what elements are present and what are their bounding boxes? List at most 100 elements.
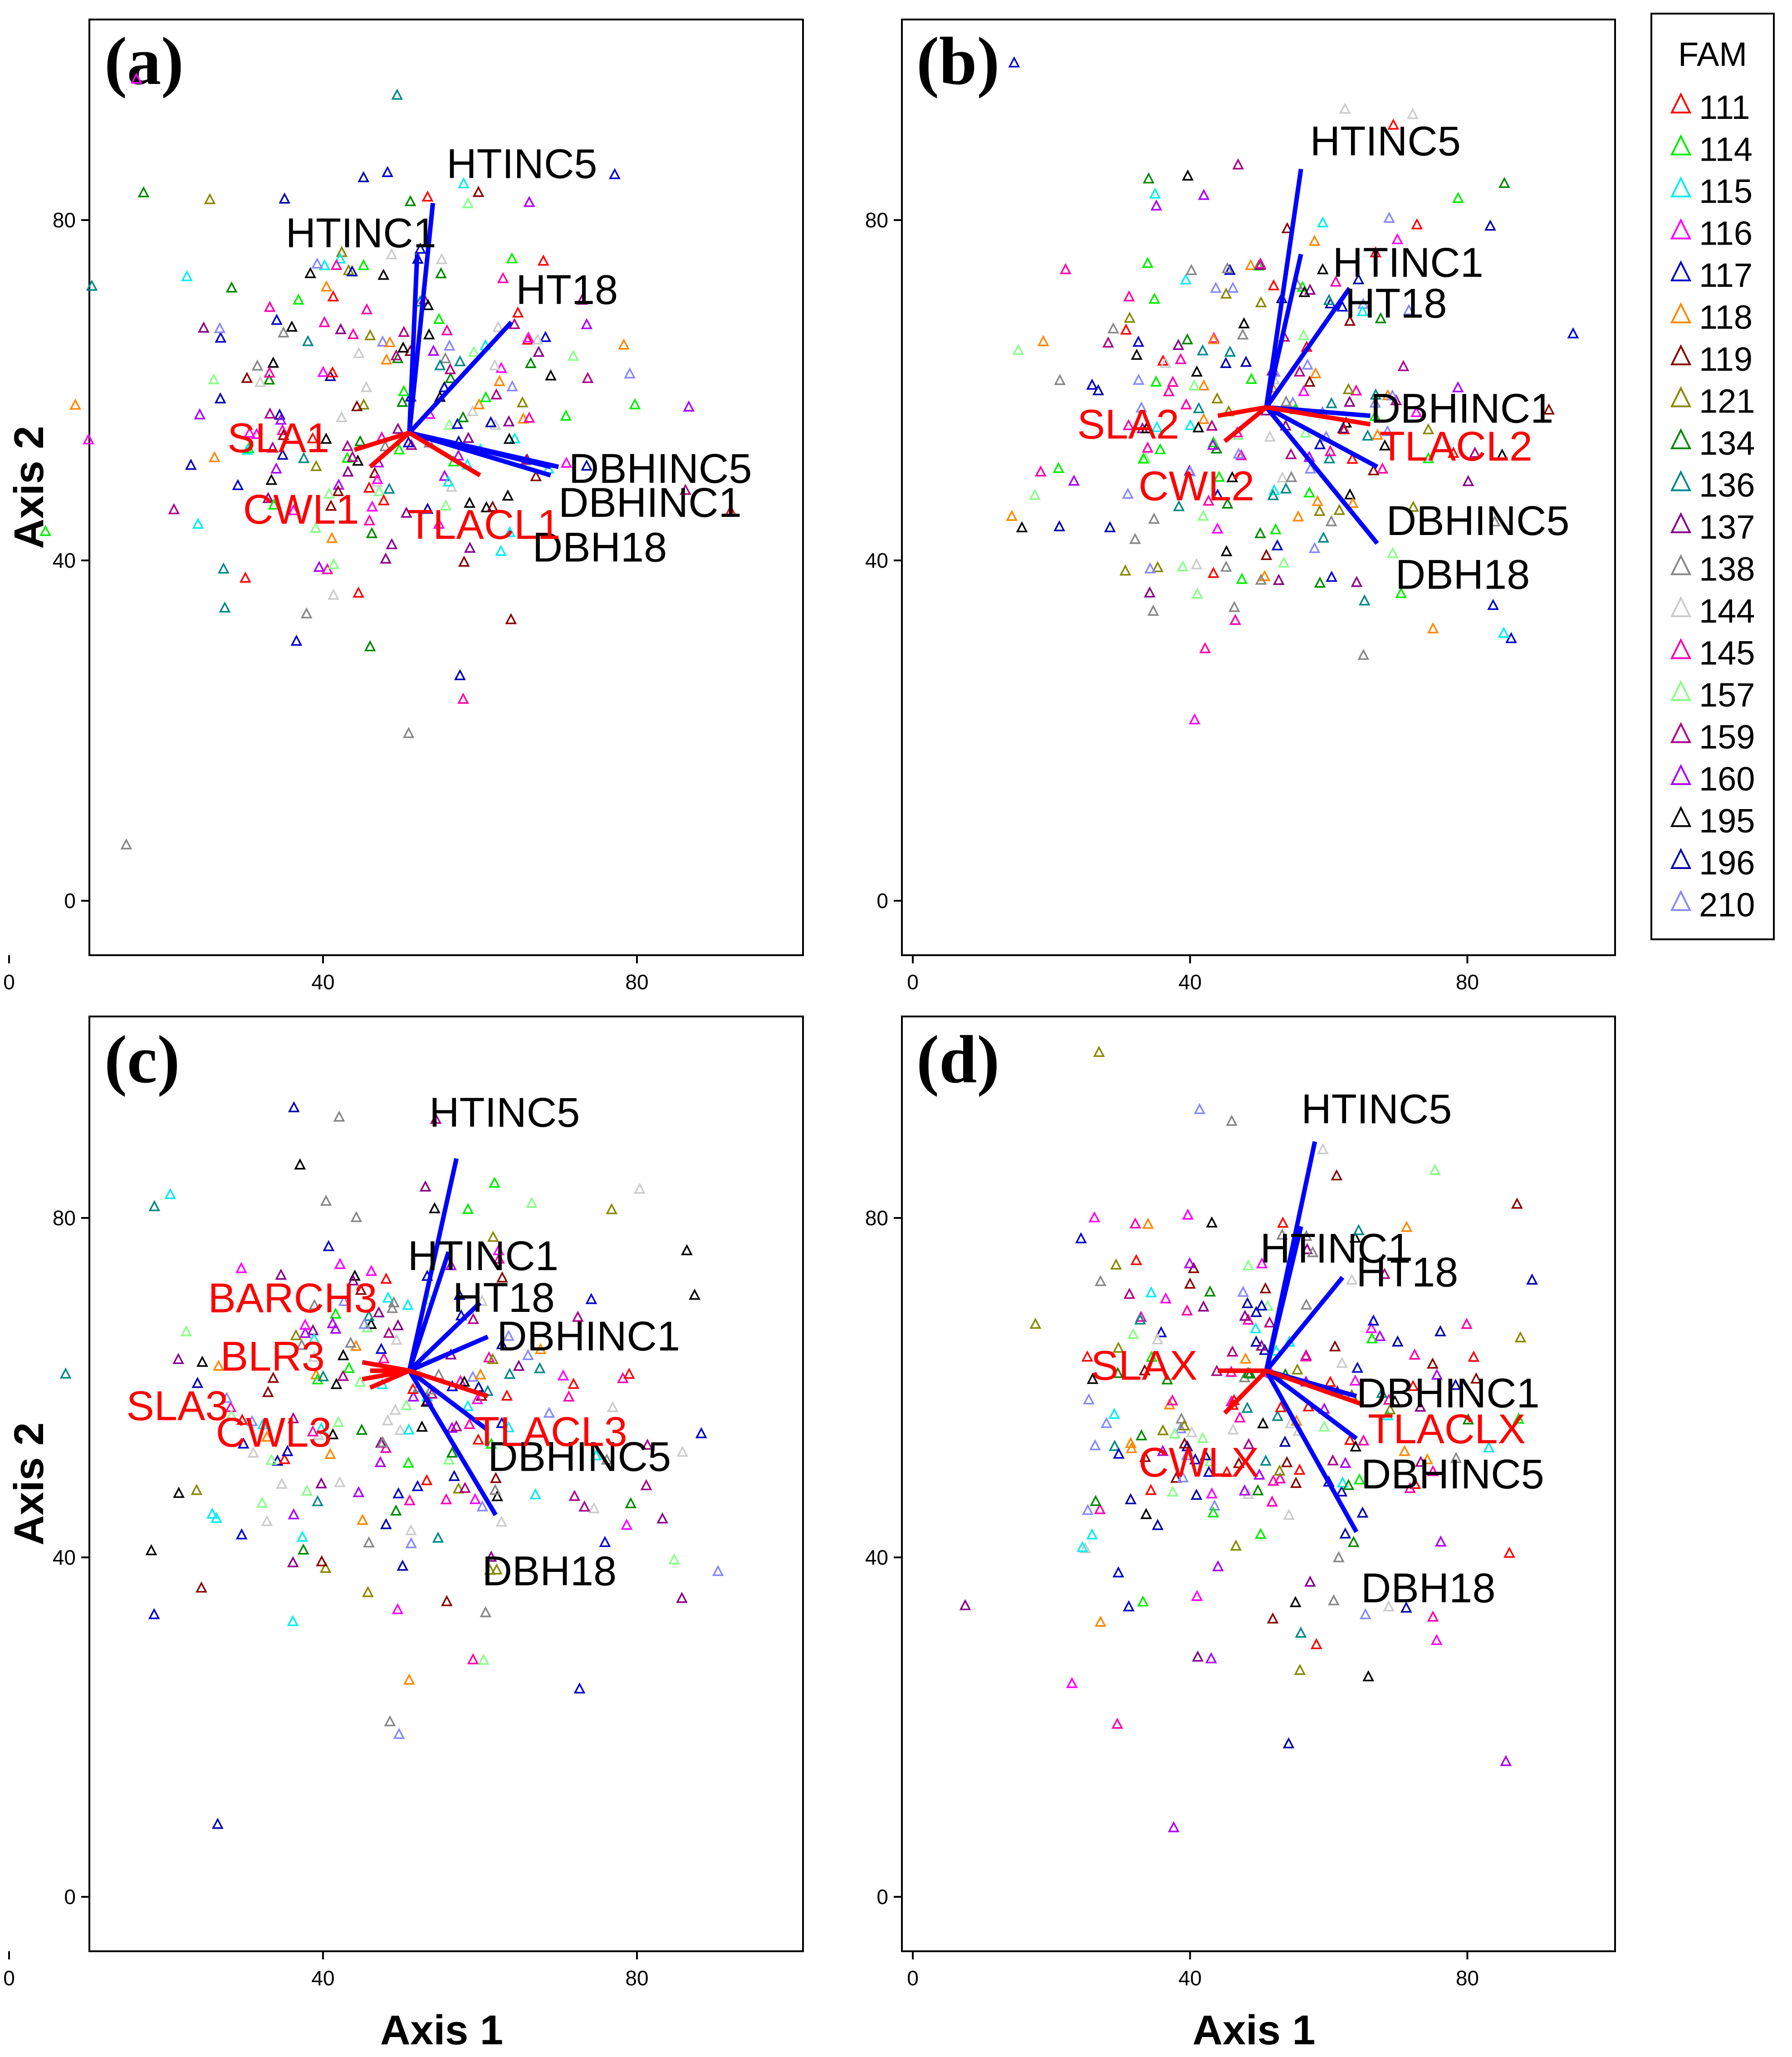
x-tick-label: 40	[1179, 1966, 1202, 1990]
data-point	[328, 589, 339, 600]
data-point	[262, 491, 274, 503]
data-point	[445, 1259, 457, 1270]
data-point	[1285, 471, 1297, 482]
data-point	[1422, 452, 1435, 463]
data-point	[1336, 1356, 1348, 1368]
data-point	[265, 473, 278, 485]
data-point	[505, 613, 517, 624]
data-point	[391, 1334, 403, 1345]
data-point	[268, 498, 280, 510]
data-point	[307, 432, 319, 443]
data-point	[712, 1565, 724, 1576]
data-point	[1409, 1348, 1421, 1360]
data-point	[1173, 500, 1185, 511]
data-point	[1487, 599, 1499, 610]
data-point	[1151, 421, 1163, 432]
data-point	[1323, 452, 1336, 464]
data-point	[294, 1158, 306, 1170]
data-point	[241, 443, 254, 455]
data-point	[446, 1446, 458, 1458]
data-point	[1120, 323, 1132, 335]
data-point	[490, 388, 502, 400]
vector-ht18	[1264, 1276, 1345, 1372]
data-point	[1199, 642, 1211, 653]
data-point	[1253, 1468, 1265, 1480]
data-point	[1122, 487, 1134, 499]
data-point	[277, 448, 289, 460]
data-point	[1294, 1664, 1306, 1675]
data-point	[492, 321, 504, 332]
vector-htinc5	[407, 1158, 459, 1371]
data-point	[679, 483, 691, 495]
data-point	[148, 1608, 160, 1620]
data-point	[403, 1423, 415, 1435]
data-point	[1346, 1273, 1358, 1285]
data-point	[468, 345, 480, 357]
data-point	[377, 494, 390, 506]
data-point	[308, 1332, 320, 1344]
data-point	[1369, 409, 1381, 421]
data-point	[537, 254, 549, 266]
data-point	[1255, 1339, 1268, 1351]
data-point	[1365, 1322, 1377, 1333]
data-point	[466, 405, 479, 416]
data-point	[318, 259, 331, 270]
data-point	[397, 341, 409, 353]
data-point	[1241, 1297, 1253, 1308]
data-point	[1312, 495, 1324, 506]
legend-marker	[1670, 596, 1692, 617]
data-point	[471, 1393, 484, 1404]
data-point	[327, 1428, 339, 1439]
data-point	[1276, 471, 1288, 483]
y-tick-label: 40	[865, 1546, 888, 1569]
data-point	[1337, 1476, 1349, 1488]
data-point	[1290, 1477, 1302, 1488]
x-tick-label: 0	[3, 1966, 15, 1990]
data-point	[1182, 169, 1194, 181]
data-point	[1226, 471, 1239, 482]
data-point	[1332, 1551, 1345, 1562]
data-point	[1136, 1429, 1147, 1441]
data-point	[1180, 273, 1192, 285]
data-point	[1303, 375, 1316, 387]
data-point	[1391, 233, 1404, 245]
x-tick-label: 80	[625, 1966, 648, 1990]
data-point	[1376, 1386, 1388, 1398]
vector-label-dbh18: DBH18	[533, 525, 667, 571]
data-point	[1086, 378, 1098, 390]
data-point	[443, 418, 455, 430]
vector-label-cwl2: CWL2	[1139, 463, 1255, 510]
data-point	[1110, 1258, 1122, 1270]
data-point	[1233, 1457, 1245, 1468]
data-point	[1283, 1737, 1295, 1748]
data-point	[1500, 1755, 1512, 1766]
data-point	[316, 1555, 328, 1566]
data-point	[1297, 385, 1310, 396]
panel-label: (d)	[916, 1022, 999, 1097]
data-point	[1123, 1600, 1135, 1611]
data-point	[1298, 285, 1311, 297]
data-point	[1383, 211, 1395, 223]
data-point	[454, 355, 466, 367]
data-point	[363, 514, 376, 525]
data-point	[625, 1497, 637, 1508]
data-point	[1407, 501, 1420, 512]
data-point	[480, 391, 492, 403]
legend-item-195: 195	[1699, 802, 1755, 840]
data-point	[145, 1544, 157, 1556]
data-point	[1167, 1485, 1179, 1497]
data-point	[287, 1412, 299, 1424]
data-point	[286, 320, 298, 332]
data-point	[1415, 1455, 1427, 1467]
data-point	[69, 398, 81, 410]
data-point	[421, 190, 434, 202]
data-point	[1336, 300, 1348, 312]
data-point	[324, 1448, 336, 1459]
data-point	[1212, 1560, 1224, 1571]
data-point	[357, 171, 370, 182]
data-point	[185, 458, 197, 470]
data-point	[1082, 1504, 1094, 1515]
data-point	[484, 1563, 496, 1575]
data-point	[1102, 336, 1114, 348]
